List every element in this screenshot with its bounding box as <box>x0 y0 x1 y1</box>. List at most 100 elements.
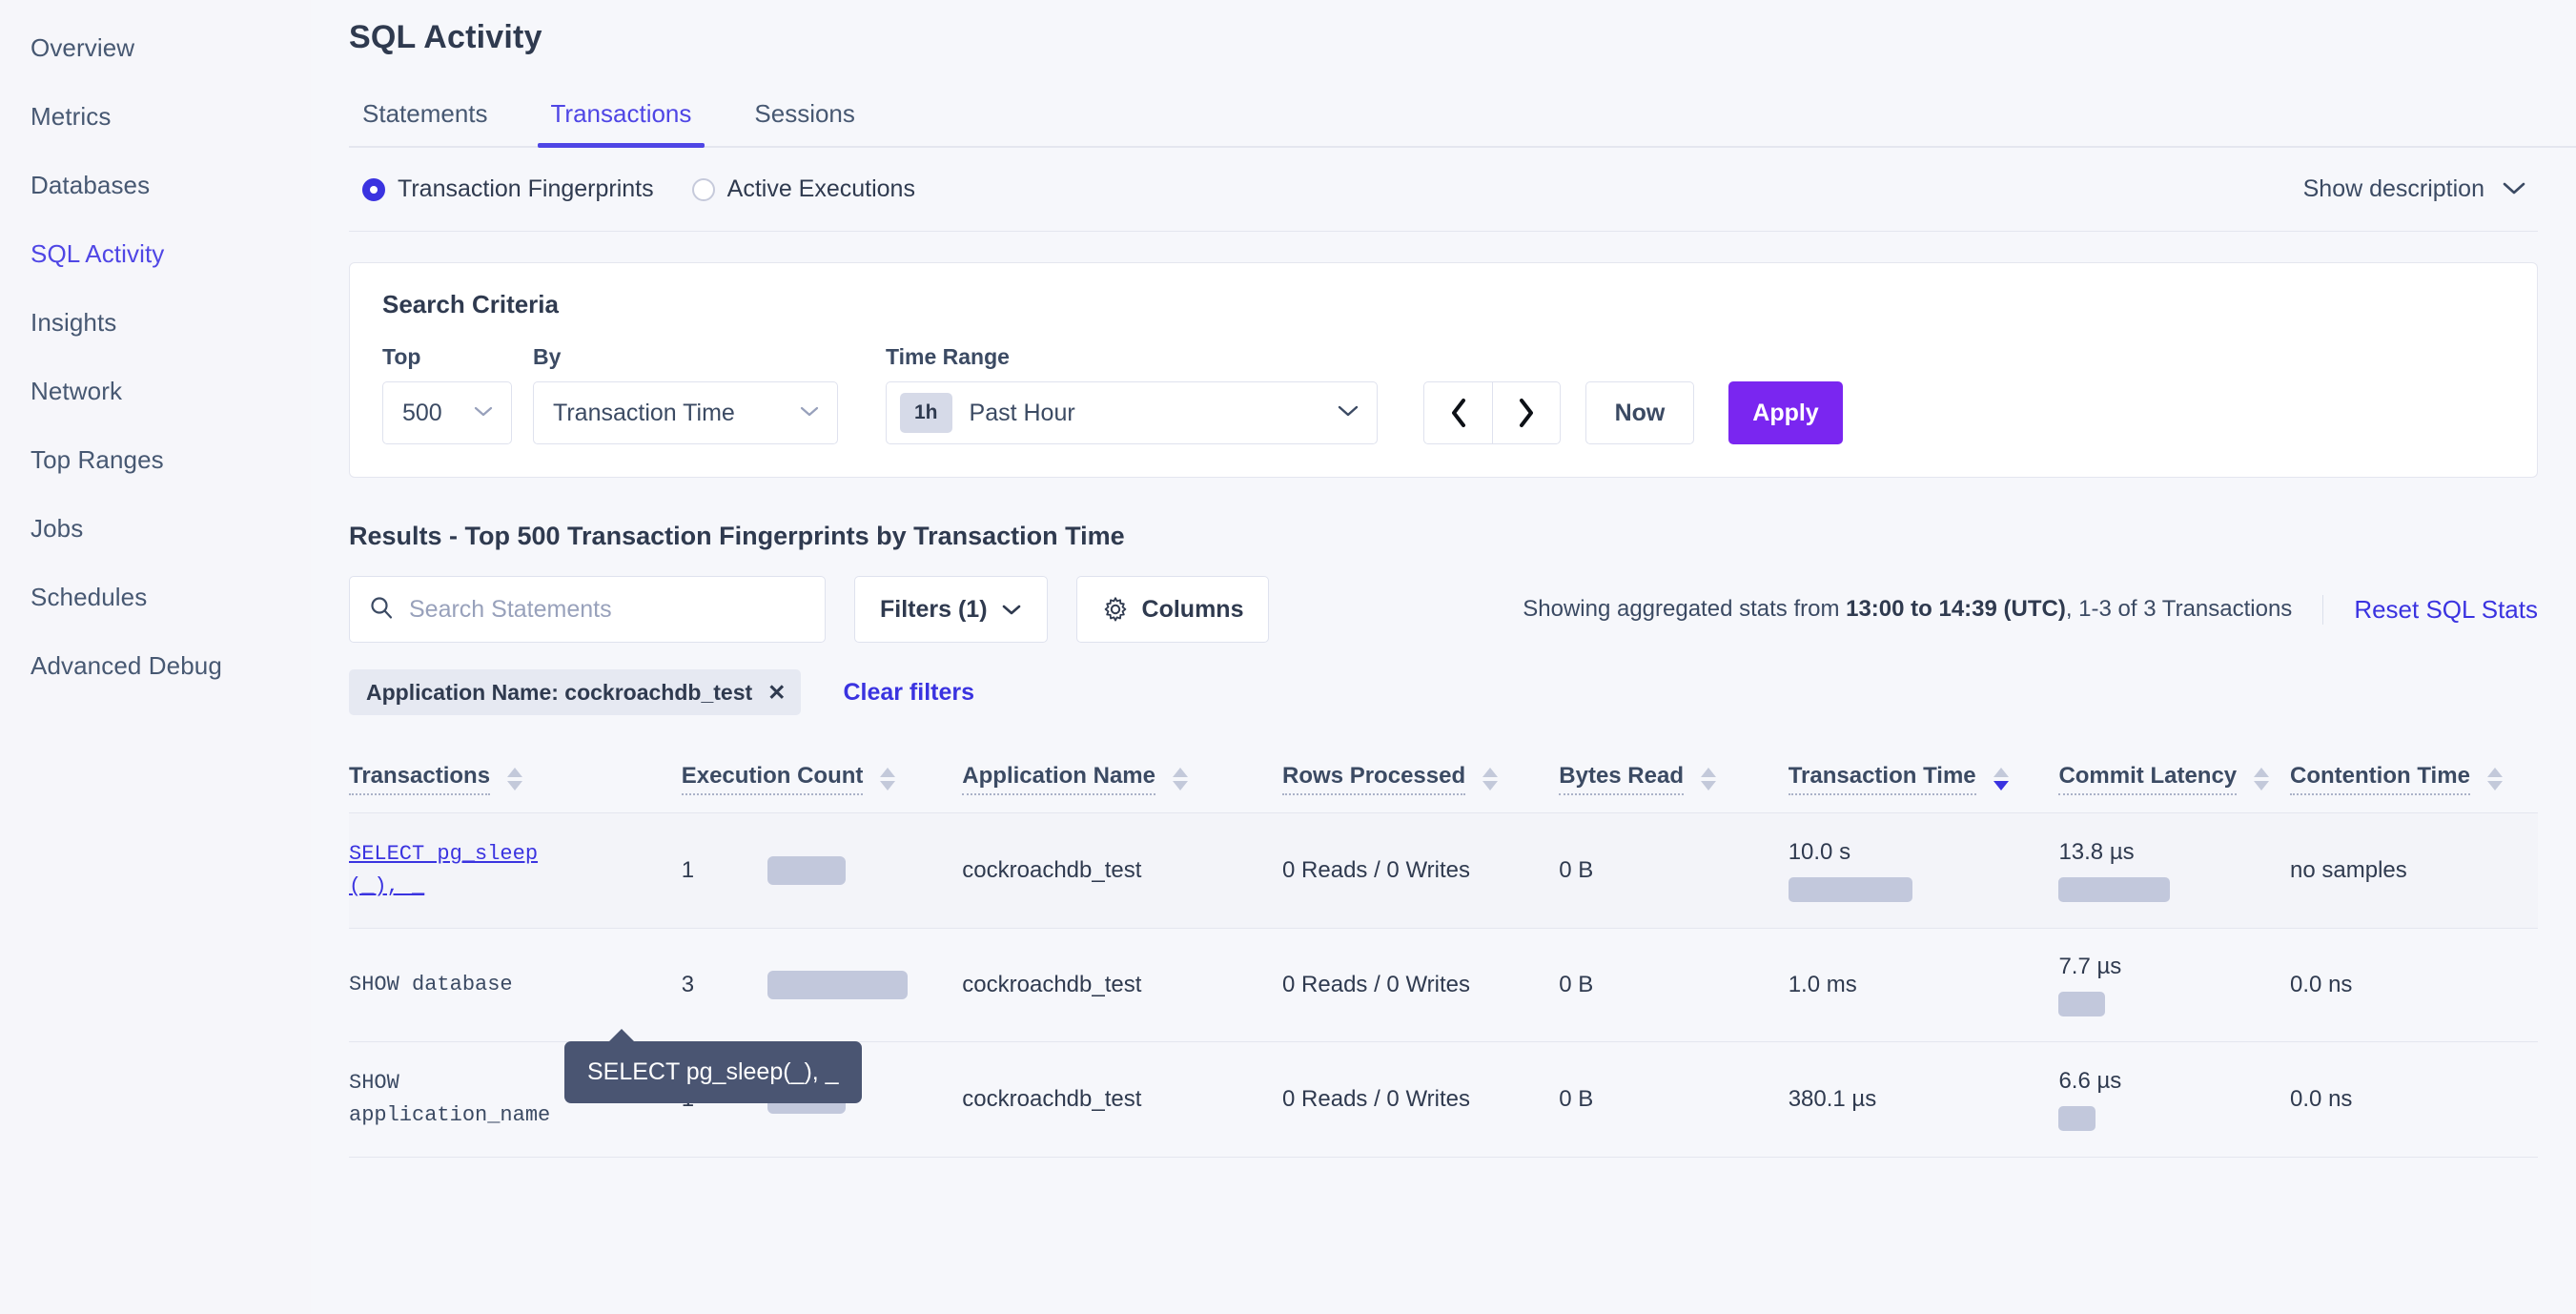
top-select[interactable]: 500 <box>382 381 512 444</box>
bytes-read-value: 0 B <box>1559 1086 1594 1113</box>
tab-label: Statements <box>362 99 488 128</box>
now-button[interactable]: Now <box>1585 381 1694 444</box>
sidebar-item-overview[interactable]: Overview <box>0 13 311 82</box>
chevron-down-icon <box>2502 175 2526 203</box>
top-value: 500 <box>402 399 442 426</box>
active-filters: Application Name: cockroachdb_test ✕ Cle… <box>349 669 2538 715</box>
transaction-time-value: 380.1 µs <box>1788 1086 1877 1113</box>
sidebar-item-insights[interactable]: Insights <box>0 288 311 357</box>
column-header-transactions[interactable]: Transactions <box>349 742 682 813</box>
cell-bytes-read: 0 B <box>1559 812 1789 930</box>
sort-toggle-icon[interactable] <box>880 768 896 790</box>
filter-chip-application-name[interactable]: Application Name: cockroachdb_test ✕ <box>349 669 802 715</box>
sidebar-item-databases[interactable]: Databases <box>0 151 311 219</box>
search-input[interactable] <box>409 595 806 624</box>
column-header-label: Commit Latency <box>2058 763 2238 795</box>
column-header-inner: Application Name <box>962 763 1282 795</box>
sort-toggle-icon[interactable] <box>1993 768 2009 790</box>
sort-toggle-icon[interactable] <box>1701 768 1716 790</box>
table-row[interactable]: SELECT pg_sleep(_), _ 1 cockroachdb_test 0 … <box>349 812 2538 930</box>
columns-button[interactable]: Columns <box>1075 576 1270 643</box>
chevron-down-icon <box>799 402 820 424</box>
sidebar-item-jobs[interactable]: Jobs <box>0 494 311 563</box>
column-header-contention-time[interactable]: Contention Time <box>2290 742 2538 813</box>
column-header-execution-count[interactable]: Execution Count <box>681 742 963 813</box>
show-description-toggle[interactable]: Show description <box>2303 175 2526 203</box>
cell-transaction-time: 1.0 ms <box>1788 928 2059 1043</box>
close-icon[interactable]: ✕ <box>767 679 787 705</box>
cell-transaction-statement[interactable]: SHOW database <box>349 928 682 1043</box>
cell-transaction-statement[interactable]: SELECT pg_sleep(_), _ <box>349 812 682 930</box>
sort-toggle-icon[interactable] <box>507 768 523 790</box>
column-header-label: Transactions <box>349 763 491 795</box>
commit-latency-value: 7.7 µs <box>2058 954 2122 980</box>
column-header-bytes-read[interactable]: Bytes Read <box>1559 742 1789 813</box>
radio-active-executions[interactable]: Active Executions <box>691 175 915 203</box>
sidebar-item-sql-activity[interactable]: SQL Activity <box>0 219 311 288</box>
chevron-down-icon <box>473 402 494 424</box>
column-header-commit-latency[interactable]: Commit Latency <box>2058 742 2291 813</box>
sidebar-item-advanced-debug[interactable]: Advanced Debug <box>0 631 311 700</box>
statement-tooltip: SELECT pg_sleep(_), _ <box>564 1029 862 1103</box>
table-header-row: Transactions Execution Count Application N… <box>349 742 2538 813</box>
next-time-button[interactable] <box>1492 381 1561 444</box>
column-header-rows-processed[interactable]: Rows Processed <box>1282 742 1560 813</box>
tab-sessions[interactable]: Sessions <box>741 99 869 146</box>
stats-suffix: , 1-3 of 3 Transactions <box>2065 596 2293 622</box>
cell-commit-latency: 13.8 µs <box>2058 812 2291 930</box>
filters-button[interactable]: Filters (1) <box>854 576 1048 643</box>
column-header-label: Transaction Time <box>1788 763 1976 795</box>
radio-transaction-fingerprints[interactable]: Transaction Fingerprints <box>362 175 654 203</box>
sidebar-item-network[interactable]: Network <box>0 357 311 425</box>
search-statements-box[interactable] <box>349 576 826 643</box>
cell-commit-latency: 7.7 µs <box>2058 928 2291 1043</box>
cell-application-name: cockroachdb_test <box>962 1041 1283 1159</box>
sidebar-item-metrics[interactable]: Metrics <box>0 82 311 151</box>
apply-button[interactable]: Apply <box>1728 381 1843 444</box>
column-header-transaction-time[interactable]: Transaction Time <box>1788 742 2059 813</box>
reset-sql-stats-link[interactable]: Reset SQL Stats <box>2322 594 2538 625</box>
chevron-down-icon <box>1001 596 1022 624</box>
tab-transactions[interactable]: Transactions <box>537 99 705 148</box>
clear-filters-link[interactable]: Clear filters <box>843 678 974 706</box>
sort-toggle-icon[interactable] <box>2486 768 2503 790</box>
time-range-select[interactable]: 1h Past Hour <box>886 381 1378 444</box>
sort-toggle-icon[interactable] <box>2254 768 2270 790</box>
by-select[interactable]: Transaction Time <box>533 381 838 444</box>
sidebar-item-top-ranges[interactable]: Top Ranges <box>0 425 311 494</box>
transaction-time-value: 10.0 s <box>1788 839 1851 866</box>
sidebar-item-schedules[interactable]: Schedules <box>0 563 311 631</box>
rows-processed-value: 0 Reads / 0 Writes <box>1282 1086 1470 1113</box>
cell-rows-processed: 0 Reads / 0 Writes <box>1282 1041 1560 1159</box>
cell-contention-time: 0.0 ns <box>2290 928 2538 1043</box>
application-name-value: cockroachdb_test <box>962 1086 1142 1113</box>
application-name-value: cockroachdb_test <box>962 972 1142 998</box>
stats-prefix: Showing aggregated stats from <box>1523 596 1847 622</box>
cell-commit-latency: 6.6 µs <box>2058 1041 2291 1159</box>
radio-indicator[interactable] <box>691 177 715 201</box>
previous-time-button[interactable] <box>1423 381 1492 444</box>
table-row[interactable]: SHOW database 3 cockroachdb_test 0 Reads / … <box>349 928 2538 1043</box>
results-toolbar-right: Showing aggregated stats from 13:00 to 1… <box>1523 594 2538 625</box>
tab-statements[interactable]: Statements <box>349 99 501 146</box>
top-field: Top 500 <box>382 344 512 444</box>
sidebar-item-label: Insights <box>31 307 117 337</box>
rows-processed-value: 0 Reads / 0 Writes <box>1282 972 1470 998</box>
column-header-label: Application Name <box>962 763 1155 795</box>
radio-label: Active Executions <box>726 175 915 202</box>
table-row[interactable]: SHOW application_name1cockroachdb_test0 … <box>349 1041 2538 1159</box>
column-header-application-name[interactable]: Application Name <box>962 742 1283 813</box>
cell-application-name: cockroachdb_test <box>962 928 1283 1043</box>
page-title: SQL Activity <box>349 19 542 55</box>
radio-indicator[interactable] <box>362 177 385 201</box>
statement-text: SHOW application_name <box>349 1071 551 1128</box>
sort-toggle-icon[interactable] <box>1173 768 1188 790</box>
contention-time-value: 0.0 ns <box>2290 1086 2353 1113</box>
cell-rows-processed: 0 Reads / 0 Writes <box>1282 928 1560 1043</box>
by-value: Transaction Time <box>553 399 735 426</box>
sort-toggle-icon[interactable] <box>1482 768 1499 790</box>
execution-count-stack: 1 <box>682 856 963 886</box>
columns-label: Columns <box>1141 595 1244 623</box>
statement-link[interactable]: SELECT pg_sleep(_), _ <box>349 842 539 899</box>
column-header-inner: Transaction Time <box>1788 763 2059 795</box>
